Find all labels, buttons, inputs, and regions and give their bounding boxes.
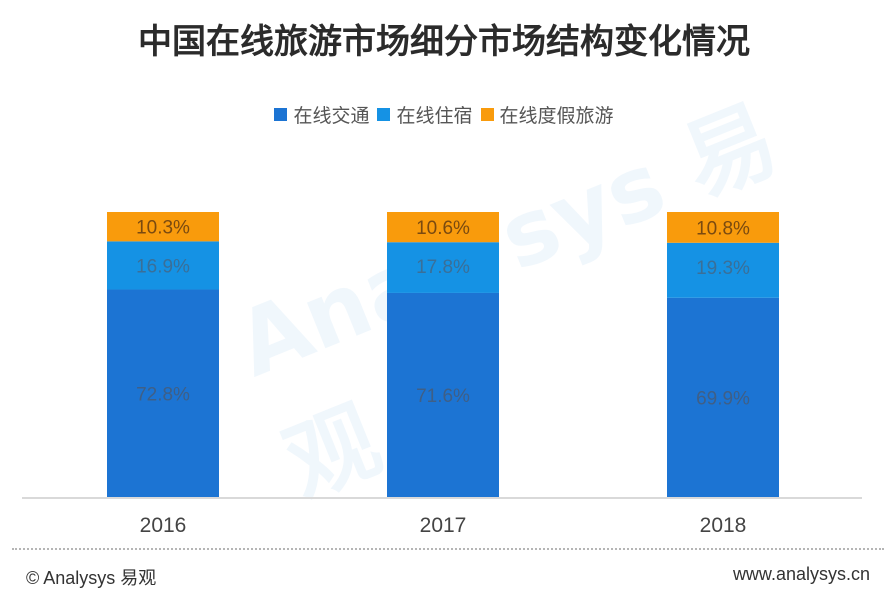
x-tick-label: 2018 [700, 514, 747, 537]
footer-url: www.analysys.cn [732, 564, 870, 584]
legend: 在线交通 在线住宿 在线度假旅游 [0, 101, 888, 128]
legend-label: 在线交通 [293, 105, 370, 127]
footer-divider [12, 548, 884, 550]
bar-segment-2017-1 [387, 242, 499, 293]
bar-segment-2016-0 [107, 289, 219, 497]
legend-item-transport: 在线交通 [274, 101, 369, 128]
legend-swatch [480, 108, 494, 121]
data-label: 72.8% [136, 384, 190, 405]
legend-item-lodging: 在线住宿 [377, 101, 473, 128]
data-label: 19.3% [696, 258, 750, 279]
legend-item-vacation: 在线度假旅游 [480, 101, 614, 128]
bar-segment-2018-1 [667, 242, 779, 298]
legend-label: 在线住宿 [396, 105, 473, 127]
data-label: 69.9% [696, 388, 750, 409]
legend-label: 在线度假旅游 [499, 105, 614, 127]
bar-segment-2017-0 [387, 292, 499, 497]
bar-segment-2016-2 [107, 212, 219, 242]
data-label: 71.6% [416, 386, 470, 407]
data-label: 10.6% [416, 218, 470, 239]
footer-source: © Analysys 易观 [26, 568, 157, 588]
chart-title: 中国在线旅游市场细分市场结构变化情况 [138, 22, 750, 62]
bar-segment-2018-2 [667, 212, 779, 243]
legend-swatch [274, 108, 288, 121]
bar-segment-2018-0 [667, 297, 779, 497]
bar-segment-2016-1 [107, 241, 219, 290]
x-tick-label: 2017 [420, 514, 467, 537]
bar-segment-2017-2 [387, 212, 499, 243]
data-label: 16.9% [136, 256, 190, 277]
x-tick-label: 2016 [140, 514, 187, 537]
legend-swatch [377, 108, 391, 121]
data-label: 17.8% [416, 257, 470, 278]
data-label: 10.8% [696, 218, 750, 239]
stacked-bar-chart: 72.8% 16.9% 10.3% 2016 71.6% 17.8% 10.6% 2017 69… [22, 212, 862, 537]
data-label: 10.3% [136, 218, 190, 239]
